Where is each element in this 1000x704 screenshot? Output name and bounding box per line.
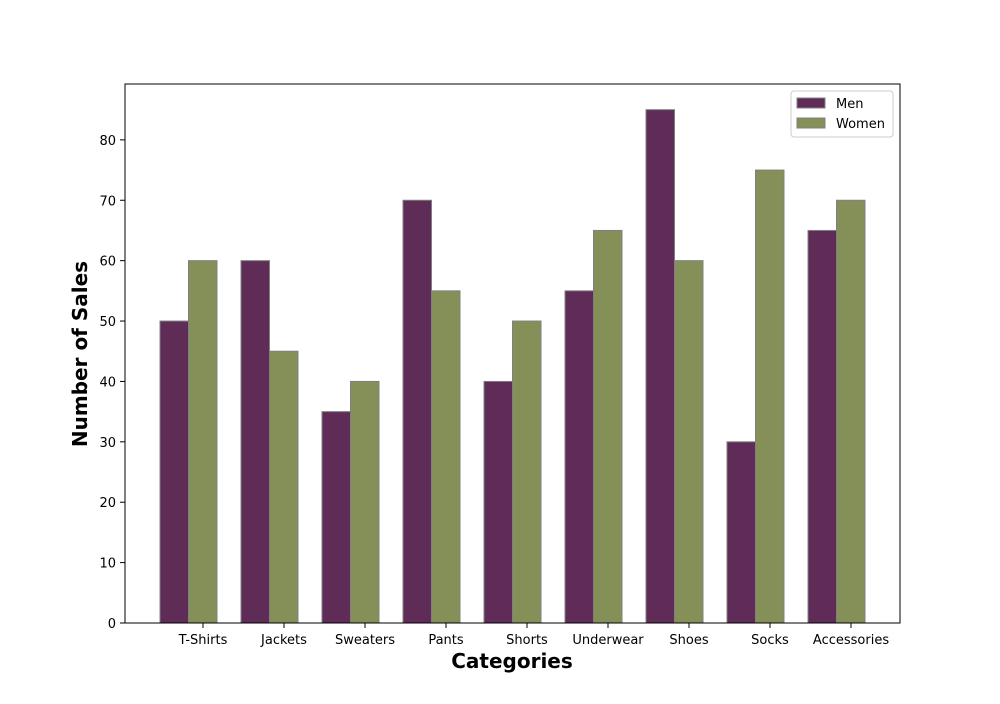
y-tick-label: 20 [99, 496, 116, 511]
legend-label-men: Men [836, 97, 863, 112]
y-tick-label: 60 [99, 255, 116, 270]
y-axis-label: Number of Sales [68, 261, 92, 447]
bars-layer [159, 109, 866, 624]
x-axis-label: Categories [451, 649, 573, 673]
bar-women-underwear [593, 229, 623, 624]
bar-men-pants [402, 199, 432, 624]
y-tick-label: 80 [99, 134, 116, 149]
ticks-layer: 0 10 20 30 40 50 60 70 80 T-Shirts Jackets Sweaters… [99, 134, 889, 648]
bar-women-shoes [674, 260, 704, 624]
y-tick-label: 70 [99, 194, 116, 209]
bar-women-accessories [836, 199, 866, 624]
bar-men-accessories [807, 229, 837, 624]
x-tick-label: Shoes [669, 633, 708, 648]
axes-layer [124, 83, 901, 624]
bar-men-underwear [564, 290, 594, 624]
x-tick-label: Jackets [260, 633, 307, 648]
x-tick-label: Socks [751, 633, 789, 648]
bar-women-pants [431, 290, 461, 624]
y-tick-label: 50 [99, 315, 116, 330]
bar-women-jackets [269, 350, 299, 624]
bar-men-jackets [240, 260, 270, 624]
y-tick-label: 0 [108, 617, 116, 632]
y-tick-label: 10 [99, 557, 116, 572]
x-tick-label: Pants [428, 633, 464, 648]
x-tick-label: T-Shirts [178, 633, 228, 648]
x-tick-label: Accessories [813, 633, 889, 648]
y-tick-label: 40 [99, 375, 116, 390]
bar-women-socks [755, 169, 785, 624]
bar-women-shorts [512, 320, 542, 624]
bar-men-shorts [483, 380, 513, 624]
legend-swatch-men [796, 97, 826, 109]
x-tick-label: Underwear [572, 633, 644, 648]
x-tick-label: Sweaters [335, 633, 395, 648]
x-tick-label: Shorts [506, 633, 548, 648]
bar-women-sweaters [350, 380, 380, 624]
legend-swatch-women [796, 117, 826, 129]
bar-men-socks [726, 441, 756, 624]
legend-label-women: Women [836, 117, 885, 132]
bar-men-shoes [645, 109, 675, 624]
legend: Men Women [790, 90, 894, 138]
bar-men-t-shirts [159, 320, 189, 624]
bar-women-t-shirts [188, 260, 218, 624]
plot-frame [124, 83, 901, 624]
y-tick-label: 30 [99, 436, 116, 451]
bar-men-sweaters [321, 411, 351, 624]
